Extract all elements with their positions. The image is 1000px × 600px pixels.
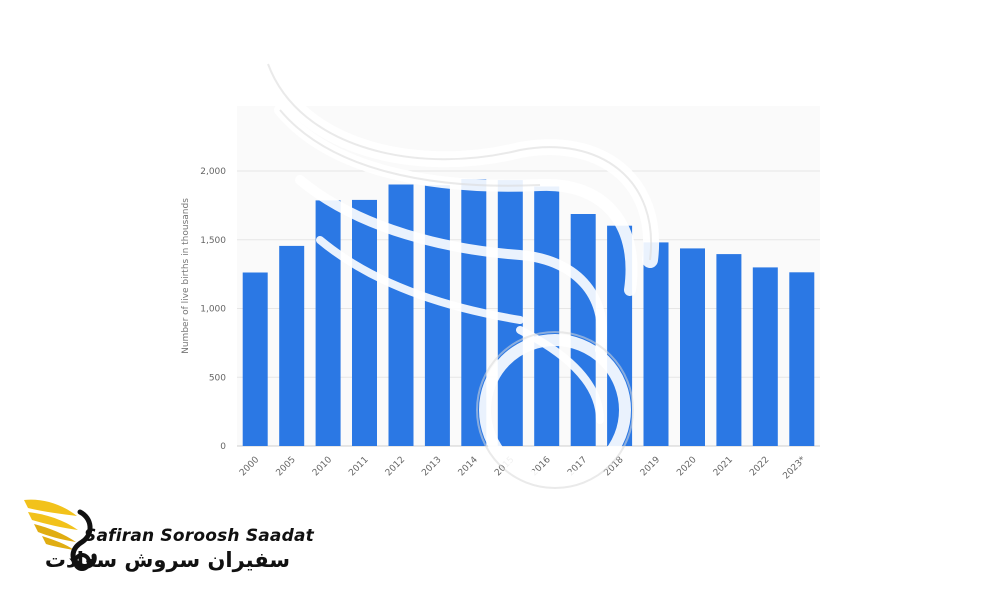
bar-2012[interactable]	[388, 184, 414, 447]
x-tick-label: 2005	[275, 455, 298, 478]
logo-text-english: Safiran Soroosh Saadat	[84, 526, 314, 546]
y-tick-label: 1,500	[200, 236, 226, 246]
bar-2023[interactable]	[789, 272, 815, 446]
wing-logo-icon	[24, 499, 97, 571]
y-tick-label: 2,000	[200, 167, 226, 177]
x-tick-label: 2000	[238, 455, 261, 478]
bar-2022[interactable]	[752, 267, 778, 446]
x-tick-label: 2016	[530, 455, 553, 478]
bar-2018[interactable]	[607, 225, 633, 446]
x-tick-label: 2021	[712, 455, 735, 478]
x-tick-label: 2015	[493, 455, 516, 478]
y-tick-label: 0	[220, 442, 226, 452]
company-logo: Safiran Soroosh Saadat سفیران سروش سعادت	[22, 492, 314, 584]
x-tick-label: 2012	[384, 455, 407, 478]
bar-2000[interactable]	[242, 272, 268, 447]
x-tick-label: 2017	[566, 455, 589, 478]
x-tick-label: 2010	[311, 455, 334, 478]
x-tick-label: 2023*	[781, 455, 808, 482]
bar-2020[interactable]	[680, 248, 705, 446]
bar-2014[interactable]	[461, 179, 487, 446]
bar-2011[interactable]	[352, 199, 377, 446]
x-tick-label: 2022	[748, 455, 771, 478]
x-tick-label: 2018	[602, 455, 625, 478]
x-tick-label: 2011	[347, 455, 370, 478]
bar-2010[interactable]	[315, 200, 341, 446]
bar-2016[interactable]	[534, 186, 560, 447]
bar-2021[interactable]	[716, 254, 742, 446]
bar-2005[interactable]	[279, 245, 305, 446]
x-tick-label: 2014	[457, 455, 480, 478]
bar-2015[interactable]	[497, 180, 523, 446]
x-tick-label: 2019	[639, 455, 662, 478]
y-tick-label: 1,000	[200, 305, 226, 315]
y-axis-title: Number of live births in thousands	[181, 198, 191, 354]
bar-2017[interactable]	[570, 214, 596, 446]
x-tick-label: 2013	[420, 455, 443, 478]
y-tick-label: 500	[209, 373, 226, 383]
x-tick-label: 2020	[675, 455, 698, 478]
logo-text-persian: سفیران سروش سعادت	[44, 548, 290, 572]
bar-2013[interactable]	[424, 185, 450, 446]
bar-2019[interactable]	[643, 242, 669, 446]
